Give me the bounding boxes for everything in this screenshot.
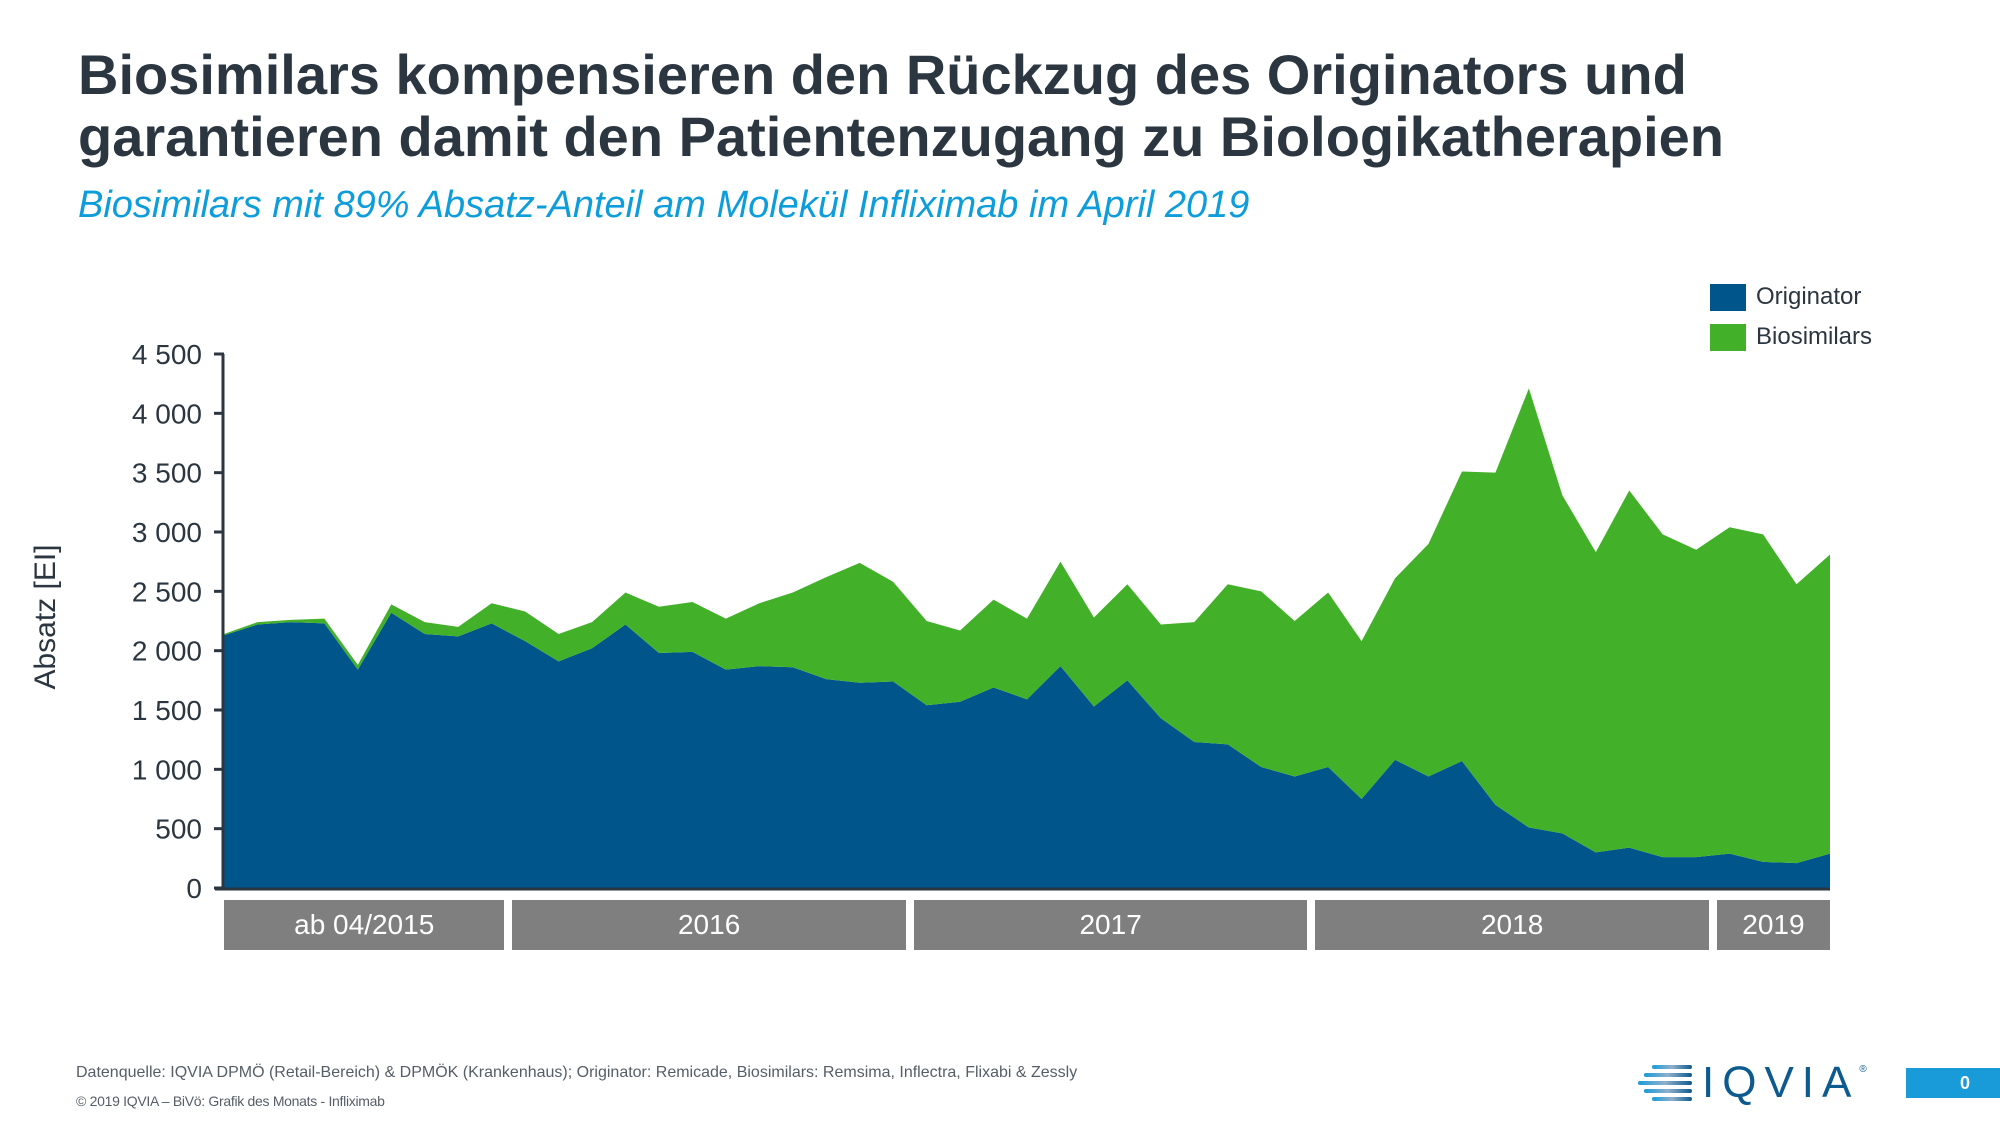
year-band-1: ab 04/2015: [224, 900, 505, 950]
area-originator: [224, 612, 1830, 888]
year-band-2: 2016: [512, 900, 906, 950]
y-tick-label: 2 500: [132, 576, 202, 607]
area-biosimilars: [224, 388, 1830, 864]
y-tick-label: 1 500: [132, 695, 202, 726]
chart-subtitle: Biosimilars mit 89% Absatz-Anteil am Mol…: [78, 184, 1250, 226]
iqvia-logo: IQVIA ®: [1638, 1058, 1867, 1108]
y-axis: 0 500 1 000 1 500 2 000 2 500 3 000 3 500 4 000 4…: [132, 339, 1830, 904]
y-tick-label: 4 000: [132, 398, 202, 429]
legend-label-biosimilars: Biosimilars: [1756, 323, 1873, 350]
legend-swatch-biosimilars: [1710, 323, 1746, 351]
legend-item-originator: Originator: [1710, 277, 1872, 317]
title-line-1: Biosimilars kompensieren den Rückzug des…: [78, 43, 1687, 106]
legend-swatch-originator: [1710, 283, 1746, 311]
page-number: 0: [1906, 1068, 2000, 1098]
chart-legend: Originator Biosimilars: [1710, 277, 1872, 357]
title-line-2: garantieren damit den Patientenzugang zu…: [78, 105, 1725, 168]
logo-text: IQVIA: [1702, 1058, 1860, 1107]
y-tick-label: 0: [186, 873, 202, 904]
y-tick-label: 1 000: [132, 754, 202, 785]
registered-mark: ®: [1859, 1064, 1867, 1075]
legend-item-biosimilars: Biosimilars: [1710, 317, 1872, 357]
chart-areas: [224, 388, 1830, 888]
logo-lines-icon: [1638, 1063, 1694, 1103]
data-source-note: Datenquelle: IQVIA DPMÖ (Retail-Bereich)…: [76, 1064, 1078, 1081]
year-band-5: 2019: [1716, 900, 1830, 950]
page-title: Biosimilars kompensieren den Rückzug des…: [78, 44, 1878, 168]
year-band-3: 2017: [913, 900, 1308, 950]
y-tick-label: 3 000: [132, 517, 202, 548]
copyright-note: © 2019 IQVIA – BiVö: Grafik des Monats -…: [76, 1093, 385, 1109]
legend-label-originator: Originator: [1756, 283, 1862, 310]
y-tick-label: 500: [155, 814, 202, 845]
y-tick-label: 3 500: [132, 458, 202, 489]
y-tick-label: 4 500: [132, 339, 202, 370]
y-tick-label: 2 000: [132, 636, 202, 667]
year-band-4: 2018: [1315, 900, 1709, 950]
